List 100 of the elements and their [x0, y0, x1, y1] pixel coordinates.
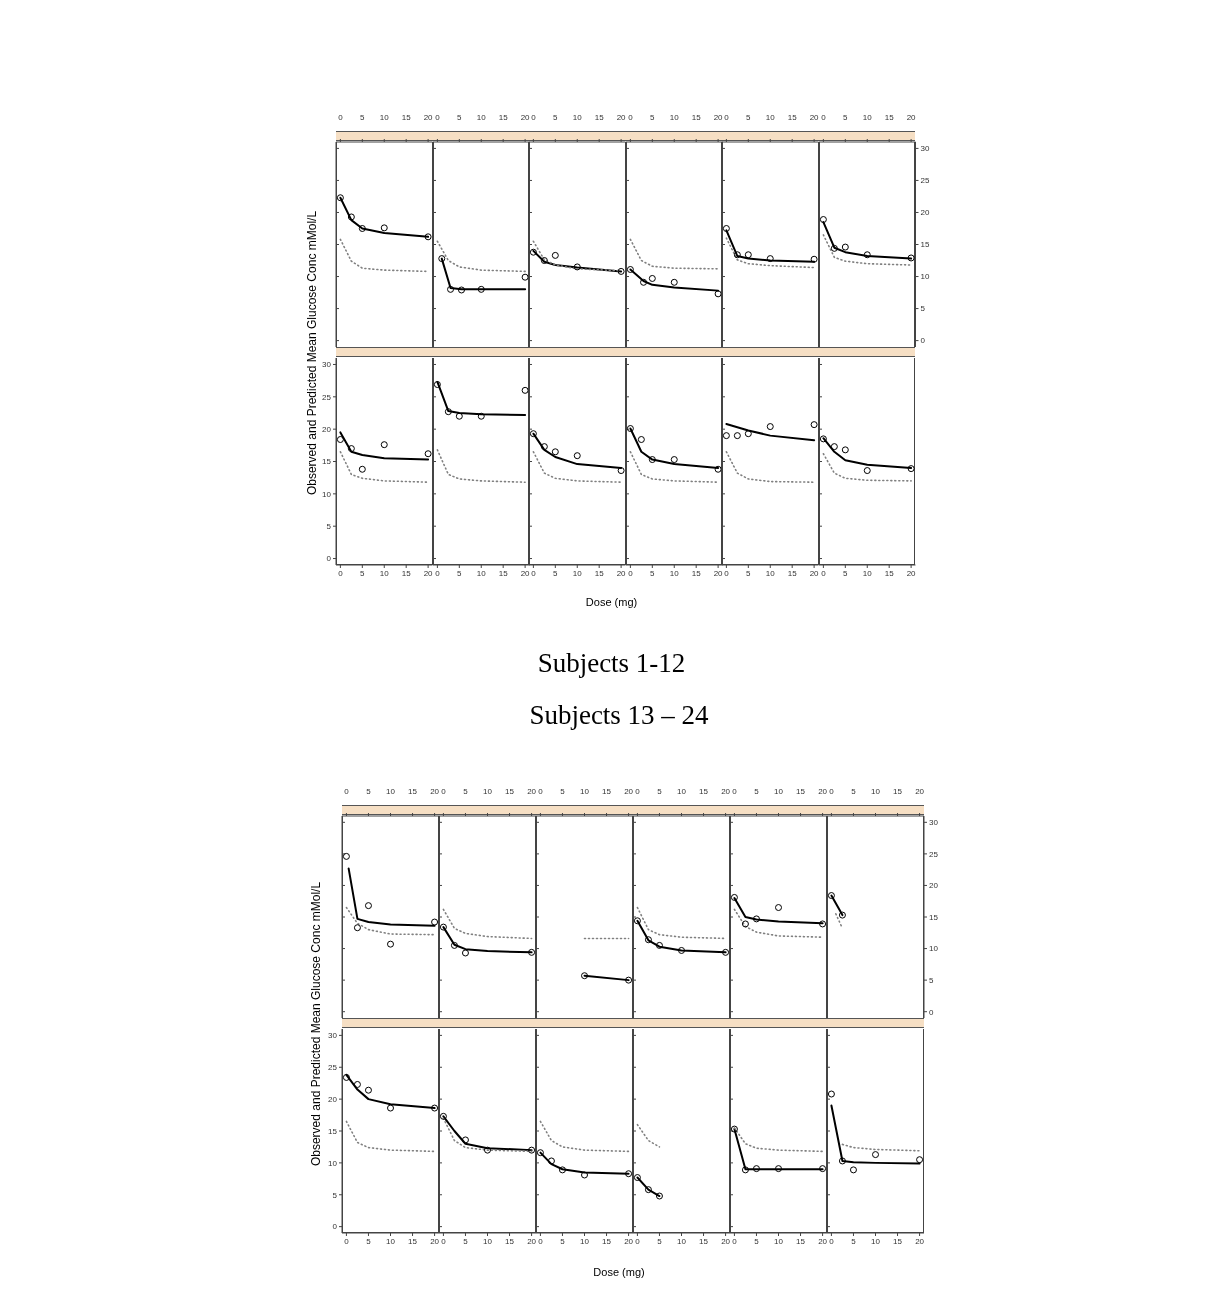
x-tick-label: 10	[386, 787, 396, 796]
y-tick-label: 5	[332, 1190, 338, 1200]
point	[733, 432, 741, 440]
x-tick-label: 20	[809, 568, 820, 578]
x-tick-label: 15	[699, 1236, 709, 1246]
x-tick-label: 5	[851, 1236, 857, 1246]
point	[678, 946, 685, 954]
y-axis-title: Observed and Predicted Mean Glucose Conc mMol/L	[305, 209, 319, 497]
point	[617, 467, 625, 475]
point	[830, 244, 838, 252]
point	[744, 430, 752, 438]
point	[573, 452, 581, 460]
x-tick-label: 0	[538, 1236, 544, 1246]
x-tick-label: 10	[379, 568, 390, 578]
point	[364, 902, 372, 910]
point	[336, 194, 344, 202]
point	[521, 273, 529, 281]
x-tick-label: 20	[624, 787, 634, 796]
line-series	[822, 234, 912, 266]
point	[437, 255, 445, 263]
x-tick-label: 0	[538, 787, 544, 796]
x-tick-label: 5	[649, 113, 655, 122]
x-tick-label: 15	[594, 568, 605, 578]
x-tick-label: 0	[627, 113, 633, 122]
point	[457, 286, 465, 294]
x-tick-label: 20	[713, 568, 723, 578]
x-tick-label: 5	[560, 787, 566, 796]
point	[741, 920, 749, 928]
y-tick-label: 10	[322, 489, 332, 499]
x-tick-label: 10	[483, 787, 493, 796]
x-tick-label: 5	[553, 568, 559, 578]
x-tick-label: 15	[602, 1236, 612, 1246]
x-tick-label: 5	[456, 568, 462, 578]
point	[626, 265, 634, 273]
x-tick-label: 20	[721, 1236, 731, 1246]
point	[625, 1170, 633, 1178]
point	[477, 285, 485, 293]
x-tick-label: 15	[796, 787, 806, 796]
x-tick-label: 20	[818, 1236, 828, 1246]
x-tick-label: 10	[774, 1236, 784, 1246]
point	[907, 465, 915, 473]
x-tick-label: 20	[616, 113, 627, 122]
x-tick-label: 10	[572, 568, 583, 578]
point	[387, 940, 394, 948]
chart-title: Subjects 13 – 24	[528, 700, 710, 731]
x-tick-label: 0	[820, 113, 826, 122]
x-tick-label: 10	[572, 113, 583, 122]
x-tick-label: 20	[527, 1236, 537, 1246]
x-tick-label: 5	[560, 1236, 566, 1246]
x-tick-label: 15	[699, 787, 709, 796]
x-tick-label: 20	[713, 113, 723, 122]
y-tick-label: 20	[920, 208, 930, 218]
x-tick-label: 0	[732, 1236, 738, 1246]
x-tick-label: 10	[580, 787, 590, 796]
line-series	[339, 431, 430, 461]
point	[431, 918, 439, 926]
point	[342, 1073, 350, 1081]
x-tick-label: 10	[677, 787, 687, 796]
x-tick-label: 15	[893, 787, 903, 796]
x-tick-label: 20	[818, 787, 828, 796]
x-tick-label: 5	[360, 113, 366, 122]
x-tick-label: 0	[531, 113, 537, 122]
x-tick-label: 15	[893, 1236, 903, 1246]
x-tick-label: 10	[669, 568, 679, 578]
point	[424, 450, 432, 458]
x-tick-label: 15	[691, 568, 701, 578]
point	[849, 1166, 857, 1174]
x-tick-label: 20	[721, 787, 731, 796]
x-tick-label: 20	[527, 787, 537, 796]
x-tick-label: 15	[498, 113, 508, 122]
point	[670, 278, 678, 286]
x-tick-label: 15	[796, 1236, 806, 1246]
point	[547, 1157, 555, 1165]
y-tick-label: 25	[322, 392, 332, 402]
point	[722, 948, 730, 956]
x-tick-label: 15	[602, 787, 612, 796]
x-tick-label: 5	[456, 113, 462, 122]
x-tick-label: 5	[463, 787, 469, 796]
x-tick-label: 5	[851, 787, 857, 796]
point	[358, 224, 366, 232]
x-tick-label: 20	[520, 568, 530, 578]
y-tick-label: 30	[929, 818, 939, 828]
point	[581, 1171, 588, 1179]
x-tick-label: 15	[787, 568, 798, 578]
point	[810, 255, 818, 263]
point	[841, 446, 849, 454]
x-tick-label: 20	[430, 787, 440, 796]
x-tick-label: 5	[754, 1236, 760, 1246]
text: Subjects 1-12	[536, 648, 687, 679]
x-tick-label: 5	[463, 1236, 469, 1246]
x-tick-label: 10	[774, 787, 784, 796]
point	[838, 1157, 846, 1165]
x-tick-label: 15	[498, 568, 508, 578]
x-tick-label: 15	[884, 113, 894, 122]
line-series	[345, 1120, 436, 1153]
x-tick-label: 10	[580, 1236, 590, 1246]
point	[670, 456, 678, 464]
x-tick-label: 0	[338, 113, 344, 122]
point	[637, 436, 645, 444]
point	[529, 248, 537, 256]
